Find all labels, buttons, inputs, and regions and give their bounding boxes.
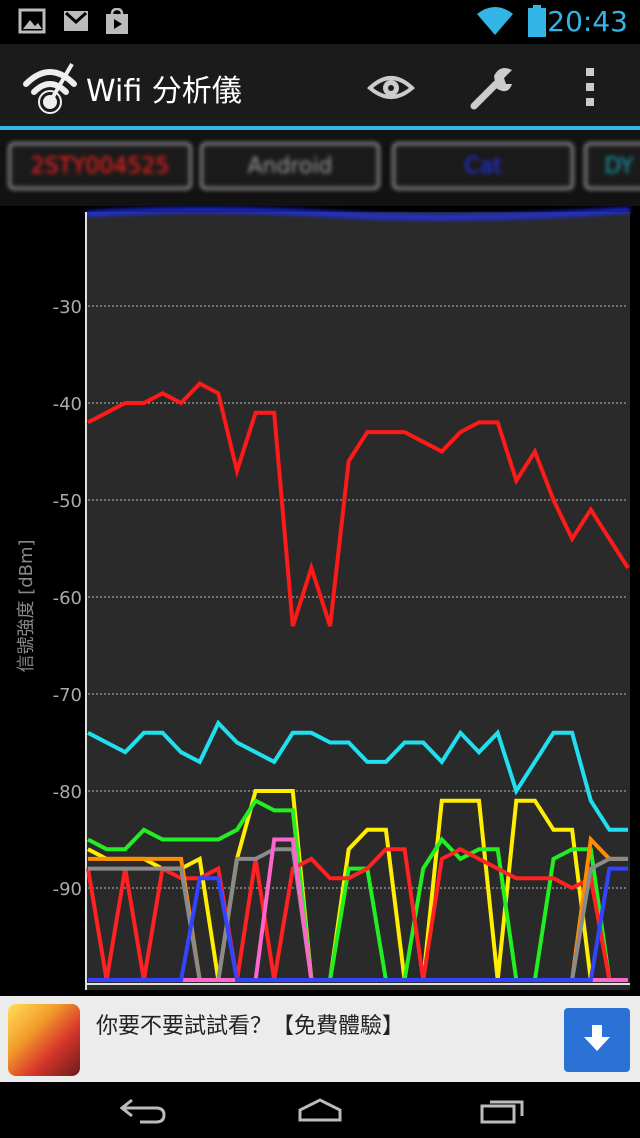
action-bar-divider xyxy=(0,126,640,130)
signal-strength-chart: -30 -40 -50 -60 -70 -80 -90 信號強度 [dBm] xyxy=(0,206,640,996)
back-icon[interactable] xyxy=(110,1094,170,1126)
app-logo-icon xyxy=(20,58,80,118)
wifi-signal-icon xyxy=(476,6,514,40)
network-tab-3[interactable]: Cat xyxy=(392,142,574,190)
blurred-series-top xyxy=(85,207,631,221)
network-tab-label: Android xyxy=(247,153,333,179)
ad-banner[interactable]: 你要不要試試看？【免費體驗】 xyxy=(0,996,640,1082)
play-store-icon xyxy=(104,7,130,40)
y-tick-label: -70 xyxy=(53,685,82,706)
y-tick-label: -50 xyxy=(53,491,82,512)
recents-icon[interactable] xyxy=(472,1094,532,1126)
status-time: 20:43 xyxy=(547,5,628,38)
y-axis-label: 信號強度 [dBm] xyxy=(16,539,37,672)
network-tab-4[interactable]: DY xyxy=(584,142,640,190)
ad-thumbnail[interactable] xyxy=(8,1004,80,1076)
y-tick-label: -80 xyxy=(53,782,82,803)
network-tab-label: 2STY004525 xyxy=(30,153,170,179)
navigation-bar xyxy=(0,1082,640,1138)
status-bar: 20:43 xyxy=(0,0,640,44)
gmail-icon xyxy=(62,8,90,38)
network-tab-label: DY xyxy=(604,153,634,179)
ad-download-button[interactable] xyxy=(564,1008,630,1072)
overflow-menu-icon[interactable] xyxy=(570,62,620,112)
eye-icon[interactable] xyxy=(366,62,416,112)
signal-chart-svg: -30 -40 -50 -60 -70 -80 -90 信號強度 [dBm] xyxy=(16,207,631,990)
y-tick-label: -90 xyxy=(53,879,82,900)
signal-series-line-5 xyxy=(86,846,628,982)
network-tabs: 2STY004525 Android Cat DY xyxy=(0,130,640,206)
network-tab-1[interactable]: 2STY004525 xyxy=(8,142,192,190)
signal-series-line-9 xyxy=(88,866,628,982)
home-icon[interactable] xyxy=(290,1094,350,1126)
y-tick-label: -60 xyxy=(53,588,82,609)
signal-series-line-1 xyxy=(87,381,630,627)
action-bar: Wifi 分析儀 xyxy=(0,44,640,130)
wrench-icon[interactable] xyxy=(466,62,516,112)
signal-series-line-2 xyxy=(87,719,628,832)
app-title: Wifi 分析儀 xyxy=(86,74,242,109)
ad-text[interactable]: 你要不要試試看？【免費體驗】 xyxy=(96,1014,405,1039)
y-tick-label: -40 xyxy=(53,394,82,415)
network-tab-label: Cat xyxy=(464,153,502,179)
signal-series-line-4 xyxy=(87,798,628,982)
download-arrow-icon xyxy=(580,1021,614,1059)
image-icon xyxy=(18,8,46,38)
battery-icon xyxy=(528,5,546,41)
y-tick-label: -30 xyxy=(53,297,82,318)
network-tab-2[interactable]: Android xyxy=(200,142,380,190)
